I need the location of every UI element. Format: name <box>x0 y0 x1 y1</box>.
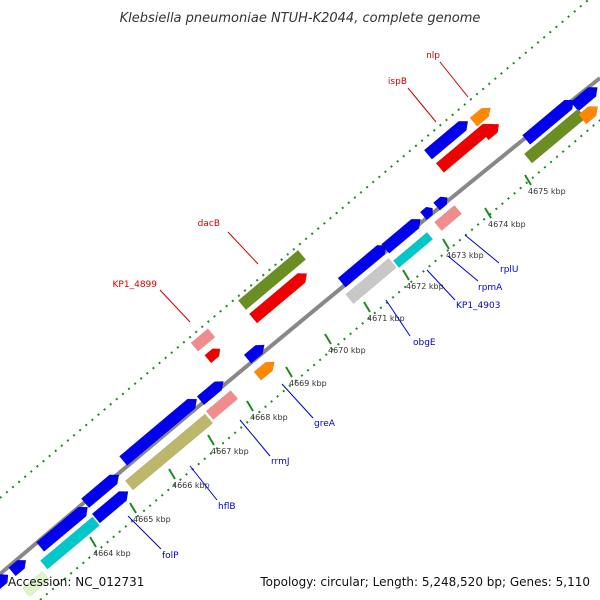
tick-mark <box>363 301 371 313</box>
gene-block-folP-2 <box>36 506 88 552</box>
gene-leader-line <box>464 234 500 264</box>
gene-label-folp[interactable]: folP <box>162 551 179 561</box>
gene-block-hflB-2 <box>124 413 214 491</box>
accession-text: Accession: NC_012731 <box>8 575 144 589</box>
tick-mark <box>246 400 254 412</box>
genome-summary-text: Topology: circular; Length: 5,248,520 bp… <box>259 575 590 589</box>
gene-label-rrmj[interactable]: rrmJ <box>271 457 290 467</box>
gene-block-obgE <box>345 258 397 304</box>
gene-block-minus-7 <box>8 559 27 577</box>
tick-label: 4669 kbp <box>289 379 327 388</box>
label-layer: nlp ispB dacB KP1_4899 rplU rpmA KP1_4903 obgE g… <box>113 51 519 561</box>
gene-label-obge[interactable]: obgE <box>413 338 436 348</box>
tick-mark <box>129 502 137 514</box>
gene-block-folP-3 <box>40 516 100 570</box>
tick-label: 4664 kbp <box>93 549 131 558</box>
outer-tick-track <box>0 0 590 499</box>
gene-leader-line <box>159 289 191 323</box>
gene-block-folP-1 <box>91 491 129 524</box>
tick-label: 4666 kbp <box>172 481 210 490</box>
gene-block-minus-5 <box>196 381 224 406</box>
gene-block-greA <box>253 361 275 381</box>
gene-label-rpma[interactable]: rpmA <box>478 283 503 293</box>
gene-leader-line <box>426 269 456 301</box>
tick-label: 4672 kbp <box>406 282 444 291</box>
feature-layer <box>0 87 598 597</box>
gene-block-ispB-3 <box>481 123 500 141</box>
gene-leader-line <box>227 231 259 265</box>
tick-mark <box>524 174 532 186</box>
gene-label-ispb[interactable]: ispB <box>388 77 407 87</box>
gene-label-grea[interactable]: greA <box>314 419 336 429</box>
inner-tick-track <box>39 119 600 600</box>
gene-block-nlp <box>469 107 491 127</box>
tick-mark <box>207 434 215 446</box>
tick-label: 4667 kbp <box>211 447 249 456</box>
gene-leader-line <box>189 465 218 501</box>
gene-leader-line <box>385 299 411 337</box>
gene-label-dacb[interactable]: dacB <box>198 219 220 229</box>
gene-block-KP1_4899-2 <box>204 348 221 364</box>
tick-label: 4673 kbp <box>446 251 484 260</box>
gene-block-dacB-2 <box>248 273 308 324</box>
tick-label: 4674 kbp <box>488 220 526 229</box>
gene-block-minus-3 <box>381 218 421 254</box>
tick-mark <box>402 269 410 281</box>
tick-mark <box>285 366 293 378</box>
gene-block-dacB-1 <box>237 249 307 311</box>
gene-block-KP1_4903 <box>337 245 387 288</box>
tick-label: 4675 kbp <box>528 187 566 196</box>
gene-block-top-right-4 <box>578 106 598 125</box>
gene-block-rpmA <box>392 232 434 268</box>
tick-mark <box>442 238 450 250</box>
gene-leader-line <box>239 419 271 457</box>
gene-block-minus-4 <box>243 344 265 364</box>
tick-layer: 4664 kbp 4665 kbp 4666 kbp 4667 kbp 4668 kbp… <box>89 174 566 558</box>
gene-label-rplu[interactable]: rplU <box>500 265 519 275</box>
gene-block-minus-8 <box>22 571 50 597</box>
gene-label-nlp[interactable]: nlp <box>426 51 440 61</box>
gene-label-hflb[interactable]: hflB <box>218 502 236 512</box>
tick-mark <box>484 207 492 219</box>
gene-label-kp1_4903[interactable]: KP1_4903 <box>456 301 500 311</box>
gene-leader-line <box>447 255 479 282</box>
tick-mark <box>89 536 97 548</box>
gene-block-rplU <box>434 205 462 231</box>
gene-label-kp1_4899[interactable]: KP1_4899 <box>113 280 158 290</box>
tick-label: 4668 kbp <box>250 413 288 422</box>
gene-block-minus-9 <box>0 573 9 590</box>
map-title: Klebsiella pneumoniae NTUH-K2044, comple… <box>120 11 481 26</box>
gene-block-rrmJ <box>205 390 239 420</box>
gene-block-hflB-1 <box>119 398 198 466</box>
gene-block-minus-6 <box>80 474 120 509</box>
gene-leader-line <box>281 383 314 419</box>
tick-mark <box>324 333 332 345</box>
tick-mark <box>168 468 176 480</box>
gene-block-minus-1 <box>419 206 433 221</box>
tick-label: 4670 kbp <box>328 346 366 355</box>
gene-block-KP1_4899-1 <box>190 328 216 352</box>
gene-block-minus-2 <box>433 196 448 211</box>
gene-leader-line <box>127 515 162 550</box>
gene-block-top-right-2 <box>522 99 574 145</box>
gene-leader-line <box>407 87 437 123</box>
gene-block-ispB-1 <box>423 120 469 160</box>
tick-label: 4671 kbp <box>367 314 405 323</box>
tick-label: 4665 kbp <box>133 515 171 524</box>
gene-leader-line <box>439 61 469 98</box>
